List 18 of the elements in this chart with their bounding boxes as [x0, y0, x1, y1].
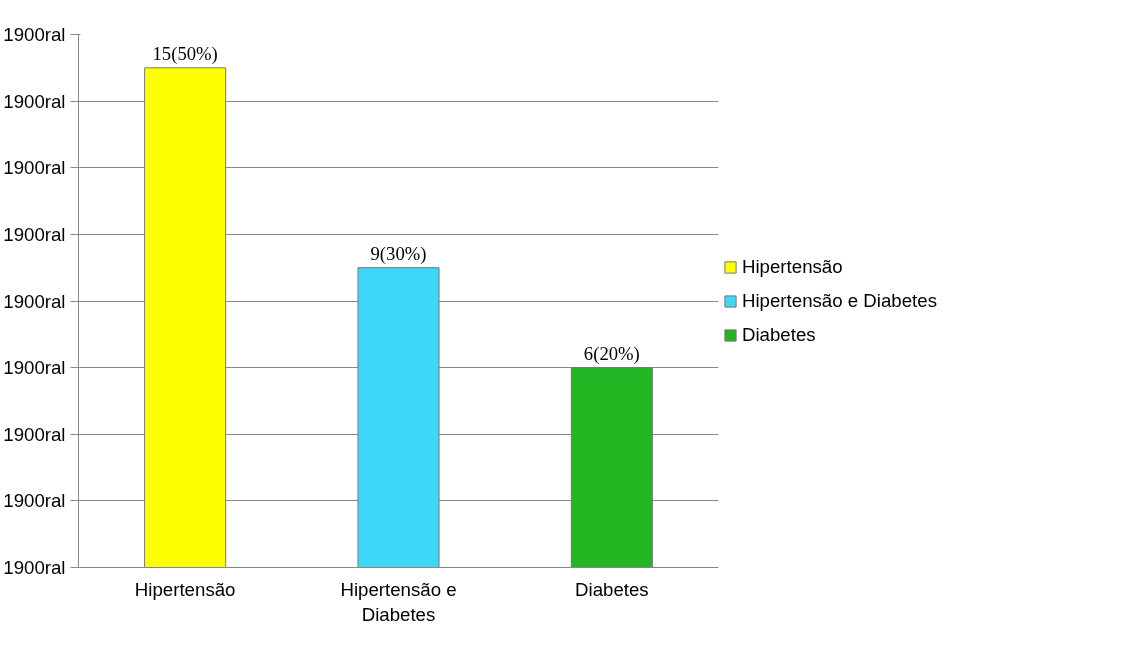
legend-label: Hipertensão e Diabetes [742, 289, 937, 312]
x-tick-label: Diabetes [575, 578, 649, 600]
text: 1900ral [3, 357, 66, 379]
x-tick-label: Hipertensão e Diabetes [340, 578, 457, 625]
data-label: 15(50%) [152, 42, 218, 65]
x-tick-label: Hipertensão [134, 578, 236, 600]
text: 1900ral [3, 24, 66, 45]
data-label: 9(30%) [370, 242, 427, 265]
legend-label: Diabetes [742, 323, 816, 346]
text: 1900ral [3, 90, 66, 112]
legend-label: Hipertensão [742, 255, 843, 278]
data-label: 6(20%) [583, 342, 640, 365]
text: 1900ral [3, 223, 66, 245]
text: 1900ral [3, 290, 66, 312]
text: 1900ral [3, 423, 66, 445]
text: 1900ral [3, 490, 66, 512]
text: 1900ral [3, 557, 66, 578]
text: 1900ral [3, 157, 66, 179]
